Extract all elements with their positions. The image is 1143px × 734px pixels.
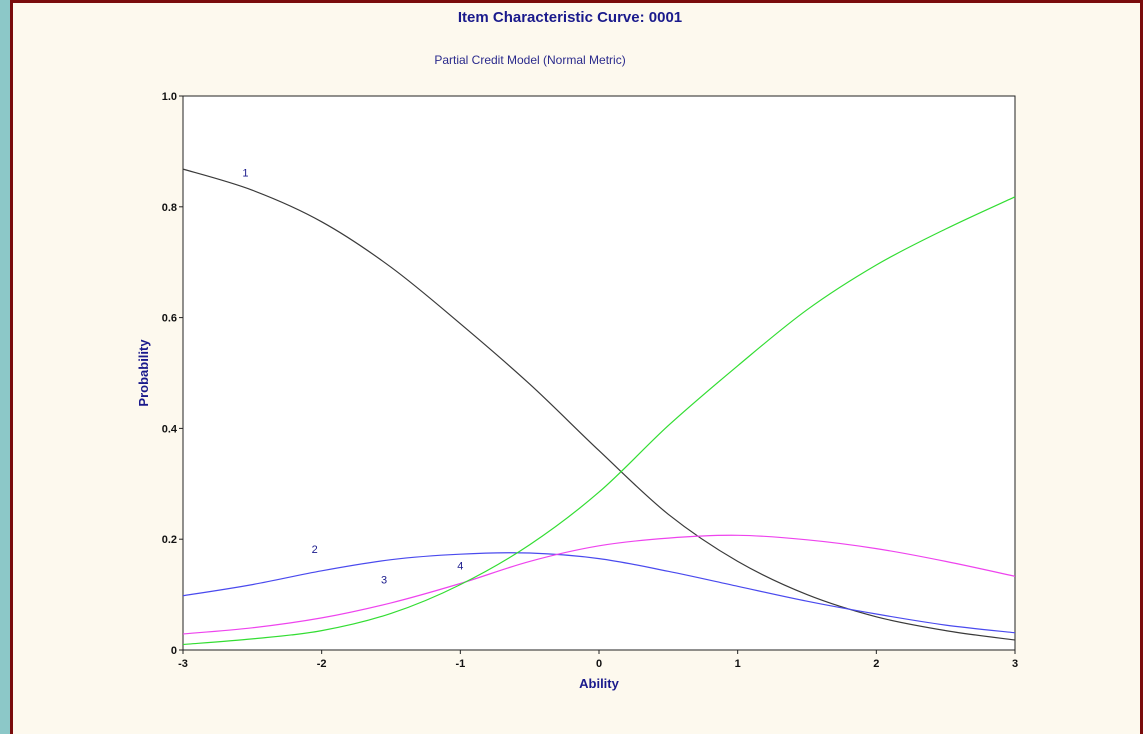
y-axis-label: Probability	[136, 339, 151, 407]
top-border-line	[10, 0, 1143, 3]
x-tick-label-1: -2	[317, 658, 327, 670]
x-tick-label-4: 1	[735, 658, 741, 670]
x-tick-label-2: -1	[455, 658, 465, 670]
series-line-1	[182, 168, 1016, 641]
axis-ticks: -3 -2 -1 0 1 2 3 0 0.2 0.4 0.6 0.8 1.0	[162, 91, 1018, 670]
curve-labels: 1 2 3 4	[242, 167, 463, 586]
series-line-4	[182, 196, 1016, 646]
y-tick-label-5: 1.0	[162, 91, 177, 103]
y-tick-label-2: 0.4	[162, 423, 178, 435]
chart-subtitle: Partial Credit Model (Normal Metric)	[434, 53, 625, 67]
x-axis-label: Ability	[579, 676, 619, 691]
plot-area	[182, 95, 1016, 651]
series-group	[182, 168, 1016, 646]
right-border-line	[1140, 0, 1143, 734]
x-tick-label-3: 0	[596, 658, 602, 670]
chart-title: Item Characteristic Curve: 0001	[458, 9, 682, 26]
series-line-2	[182, 552, 1016, 634]
curve-label-2: 2	[312, 544, 318, 556]
series-line-3	[182, 534, 1016, 635]
x-tick-label-6: 3	[1012, 658, 1018, 670]
x-tick-label-5: 2	[873, 658, 879, 670]
y-tick-label-4: 0.8	[162, 202, 177, 214]
curve-label-4: 4	[457, 561, 463, 573]
curve-label-1: 1	[242, 167, 248, 179]
y-tick-label-1: 0.2	[162, 534, 177, 546]
y-tick-label-3: 0.6	[162, 313, 177, 325]
x-tick-label-0: -3	[178, 658, 188, 670]
left-border-line	[10, 0, 13, 734]
left-border-band	[0, 0, 10, 734]
curve-label-3: 3	[381, 575, 387, 587]
y-tick-label-0: 0	[171, 645, 177, 657]
